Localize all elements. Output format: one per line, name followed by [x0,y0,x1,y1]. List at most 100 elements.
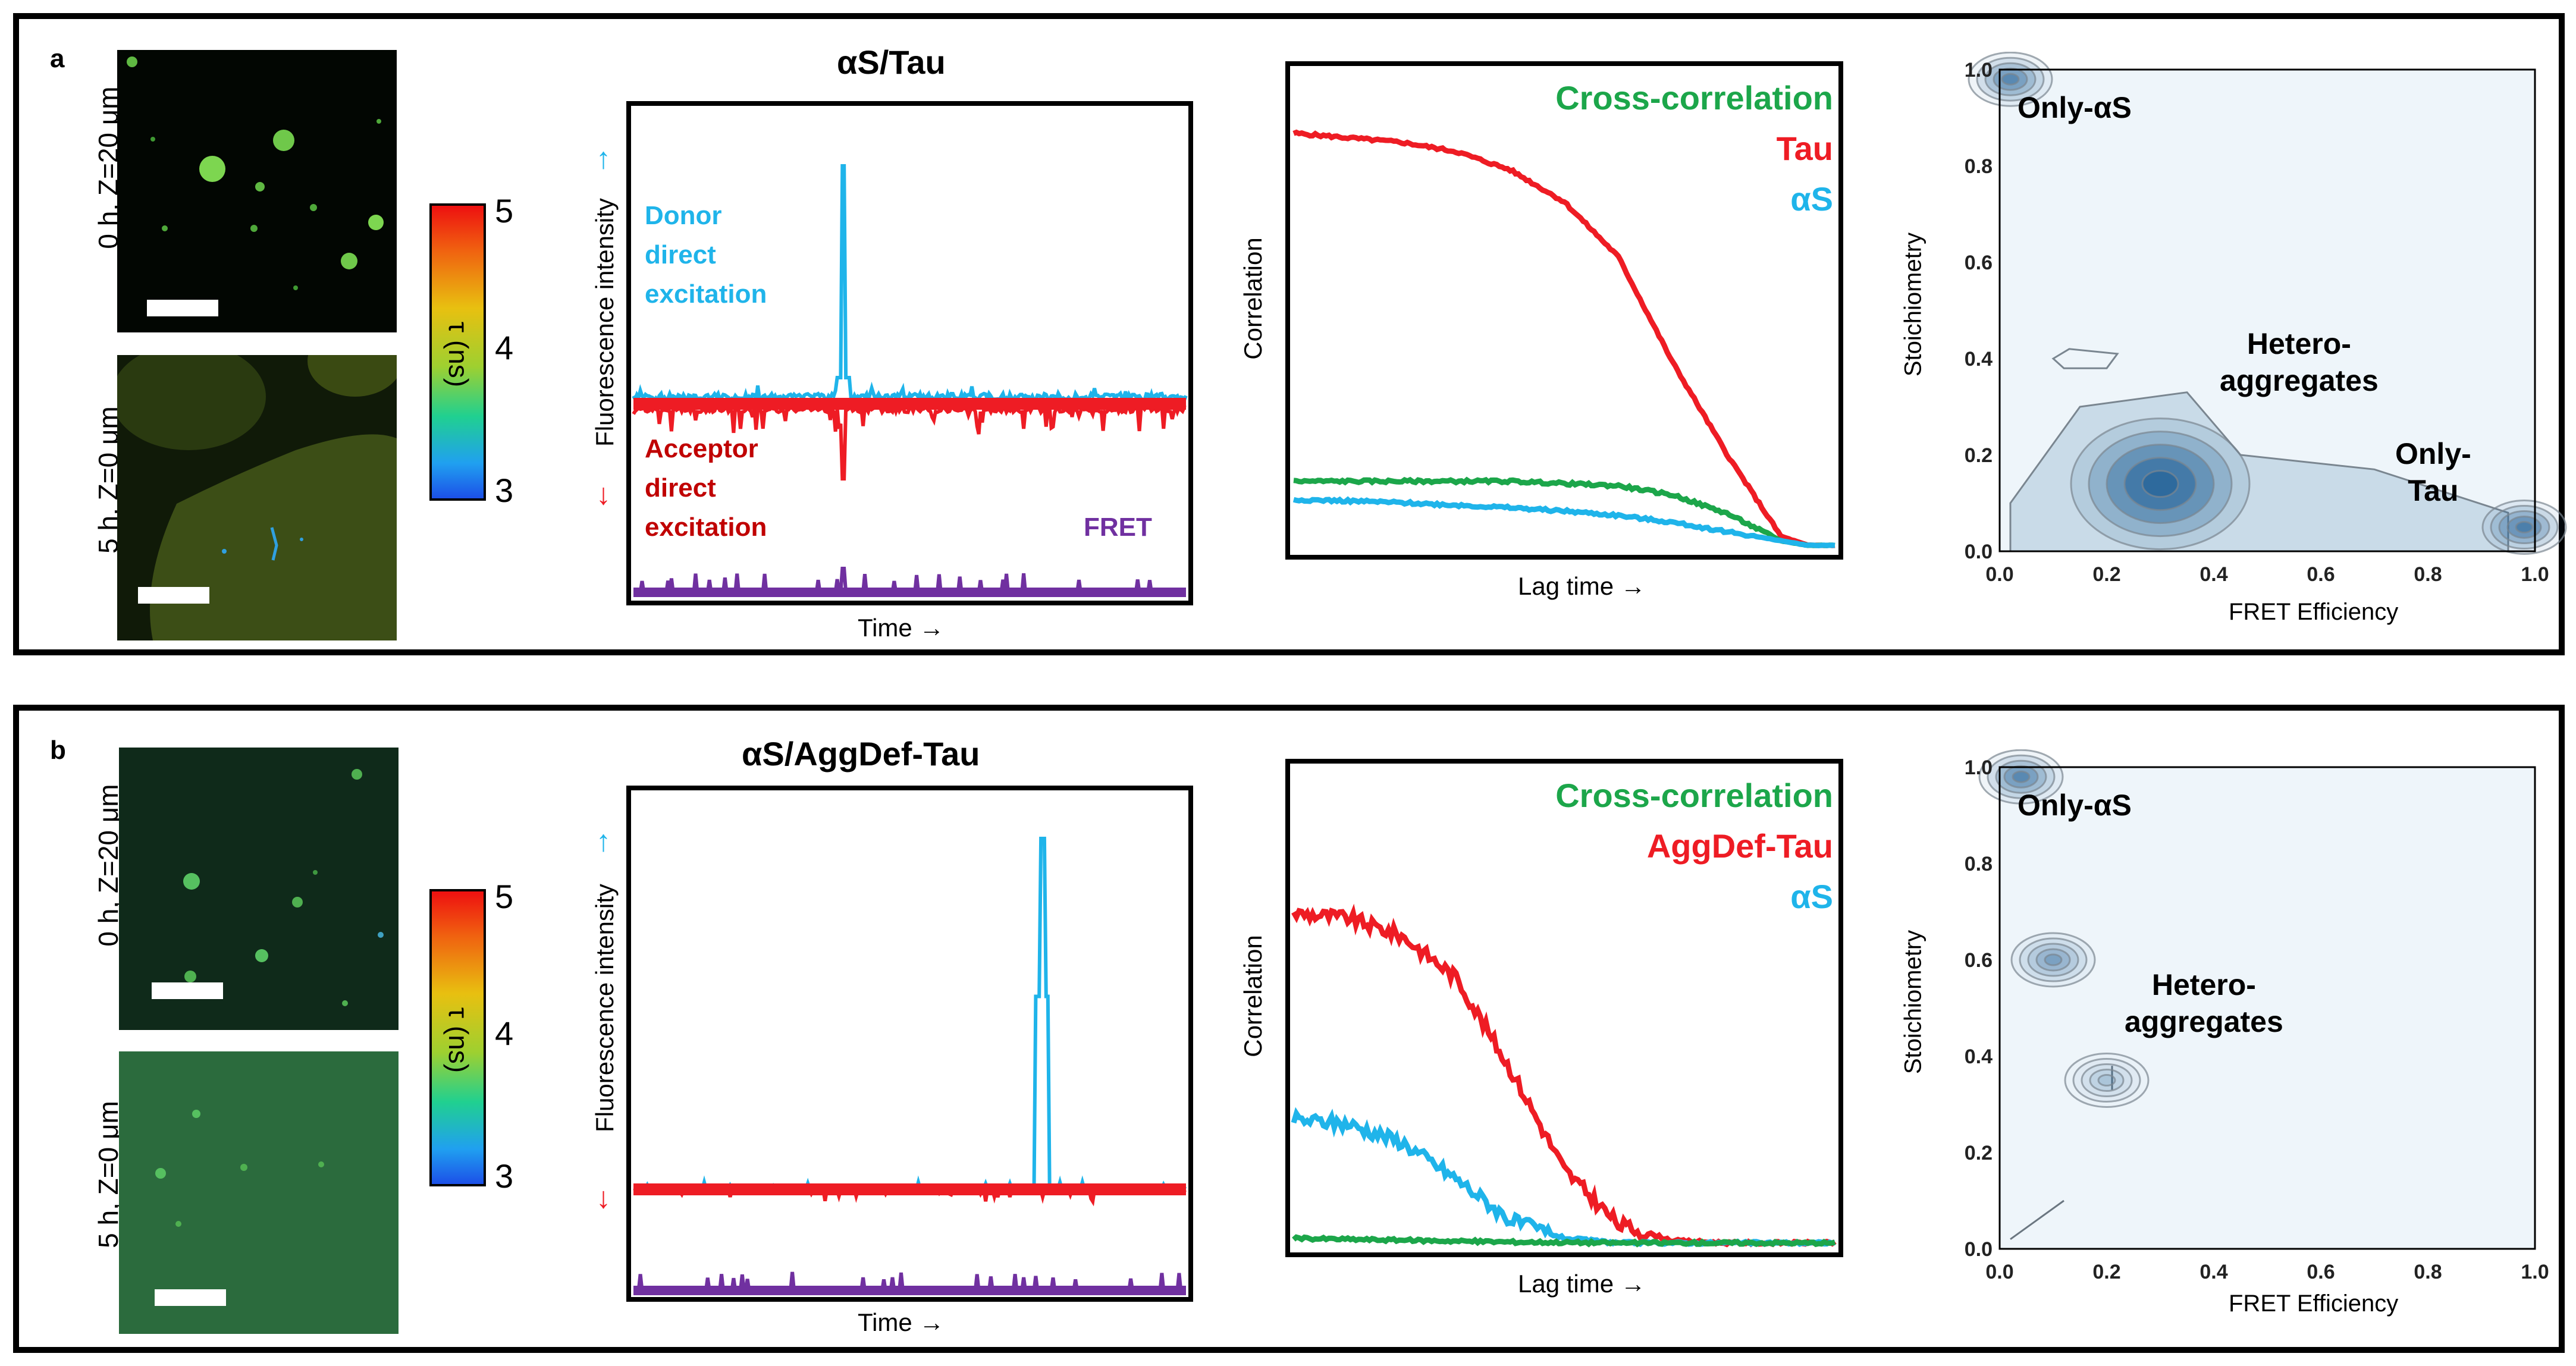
scale-bar [138,587,209,604]
arrow-up-icon: ↑ [596,142,611,175]
contour-ylabel: Stoichiometry [1900,232,1926,377]
contour-level [2089,1069,2125,1092]
legend-as: αS [1790,180,1833,218]
panel-a: a 0 h, Z=20 μm 5 h, Z=0 μm [13,13,2567,655]
scale-bar [147,300,218,316]
y-tick-label: 0.8 [1965,853,1993,875]
contour-level [2490,505,2559,549]
correlation-series [1292,129,1835,548]
contour-level [2035,948,2071,972]
contour-level [2064,1053,2150,1108]
annotation-only-as: Only-αS [2017,91,2132,124]
annotation-hetero: Hetero- aggregates [2220,325,2379,399]
arrow-down-icon: ↓ [596,1181,611,1214]
trace-ylabel: Fluorescence intensity [591,198,619,447]
contour-plot: 0.0 0.2 0.4 0.6 0.8 1.0 0.0 0.2 0.4 0.6 0.8 1.0 [1965,52,2567,586]
contour-level [2072,1058,2141,1103]
x-tick-label: 0.4 [2200,563,2227,586]
y-tick-label: 1.0 [1965,756,1993,779]
donor-label-line: direct [645,240,716,269]
trace-xlabel: Time → [858,614,945,642]
contour-level [1993,67,2028,91]
acceptor-baseline [633,398,1186,410]
annotation-line: aggregates [2125,1005,2283,1038]
y-tick-label: 0.6 [1965,252,1993,274]
plot-frame [1285,61,1843,560]
fret-label: FRET [1084,513,1152,542]
x-tick-label: 1.0 [2521,563,2549,586]
lifetime-colorbar: τ (ns) [429,889,486,1186]
trace-plot [626,101,1193,605]
colorbar-tick: 3 [495,472,514,509]
contour-level [2044,953,2063,966]
legend-cross: Cross-correlation [1555,777,1833,814]
correlation-series [1293,476,1835,548]
contour-region [2010,1199,2064,1241]
micrograph-0h [117,50,397,332]
contour-level [2010,932,2096,988]
y-tick-label: 0.2 [1965,1142,1993,1164]
micrograph-0h [119,748,399,1030]
lifetime-colorbar: τ (ns) [429,203,486,501]
annotation-hetero: Hetero- aggregates [2125,966,2283,1040]
donor-trace [632,164,1188,407]
contour-level [2506,516,2542,539]
x-tick-label: 0.0 [1985,563,2013,586]
acceptor-baseline [633,1183,1186,1195]
colorbar-tick: 5 [495,878,514,915]
fret-baseline [633,1286,1186,1295]
contour-region [2051,348,2119,369]
x-tick-label: 1.0 [2521,1261,2549,1283]
acceptor-label: Acceptor direct excitation [645,429,767,547]
trace-title: αS/Tau [837,43,946,81]
corr-ylabel: Correlation [1239,237,1267,360]
acceptor-label-line: Acceptor [645,434,758,463]
colorbar-tick: 4 [495,329,514,366]
arrow-up-icon: ↑ [596,824,611,858]
x-tick-label: 0.8 [2414,1261,2442,1283]
x-tick-label: 0.4 [2200,1261,2227,1283]
corr-plot [1285,61,1843,560]
trace-xlabel: Time → [858,1308,945,1336]
contour-level [2003,765,2039,789]
donor-label: Donor direct excitation [645,196,767,314]
corr-xlabel: Lag time → [1518,1270,1646,1298]
panel-b: b 0 h, Z=20 μm 5 h, Z=0 μm τ (ns) 5 4 3 … [13,705,2565,1353]
scale-bar [155,1289,226,1306]
colorbar-label: τ (ns) [443,321,474,388]
trace-plot [626,786,1193,1302]
y-tick-label: 0.6 [1965,949,1993,972]
acceptor-label-line: excitation [645,513,767,542]
y-tick-label: 0.4 [1965,348,1993,370]
contour-background [2000,767,2535,1249]
y-tick-label: 0.4 [1965,1045,1993,1068]
plot-frame [626,786,1193,1302]
legend-tau: Tau [1776,130,1833,167]
donor-label-line: excitation [645,280,767,309]
contour-level [2515,521,2534,533]
contour-level [2481,500,2567,555]
corr-plot [1285,759,1843,1257]
y-tick-label: 0.0 [1965,541,1993,563]
y-tick-label: 1.0 [1965,59,1993,81]
colorbar-tick: 4 [495,1015,514,1052]
panel-letter: b [50,736,66,765]
x-tick-label: 0.0 [1985,1261,2013,1283]
annotation-line: Hetero- [2151,968,2256,1001]
trace-ylabel: Fluorescence intensity [591,884,619,1132]
contour-level [2141,470,2179,498]
contour-level [2019,937,2088,982]
panel-letter: a [50,44,65,73]
plot-frame [1998,68,2536,552]
plot-frame [1285,759,1843,1257]
contour-xlabel: FRET Efficiency [2229,599,2399,625]
annotation-line: aggregates [2220,364,2379,397]
scale-bar [152,982,223,999]
x-tick-label: 0.2 [2092,563,2120,586]
y-tick-label: 0.0 [1965,1238,1993,1261]
contour-level [1968,52,2053,107]
annotation-line: Hetero- [2246,327,2351,360]
trace-title: αS/AggDef-Tau [742,735,980,773]
contour-plot: 0.0 0.2 0.4 0.6 0.8 1.0 0.0 0.2 0.4 0.6 0.8 1.0 [1965,749,2549,1283]
y-tick-label: 0.8 [1965,155,1993,178]
